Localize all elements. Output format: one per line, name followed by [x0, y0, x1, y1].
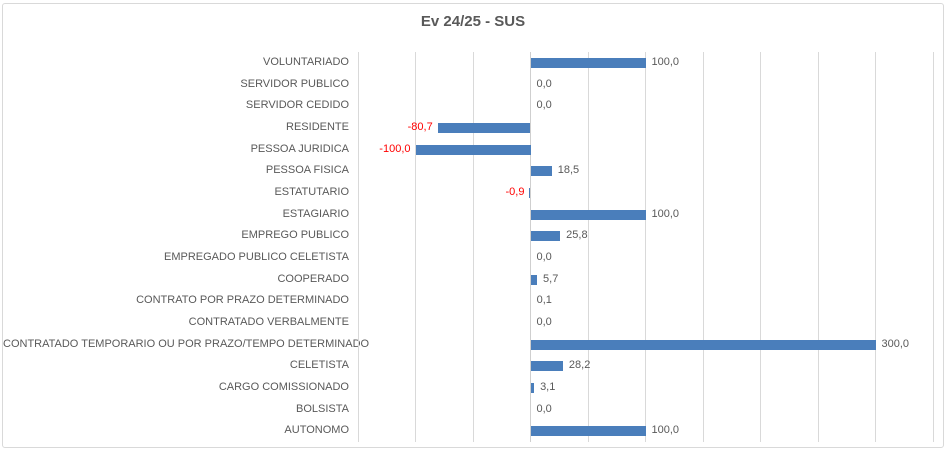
gridline	[702, 52, 704, 442]
category-label: PESSOA FISICA	[265, 164, 349, 177]
category-label: BOLSISTA	[296, 402, 349, 415]
category-label: CARGO COMISSIONADO	[218, 381, 349, 393]
gridline	[760, 52, 761, 442]
zero-axis-line	[530, 52, 531, 442]
category-label: CONTRATO POR PRAZO DETERMINADO	[136, 294, 349, 307]
bar	[437, 122, 531, 133]
category-label: VOLUNTARIADO	[263, 56, 349, 68]
gridline	[357, 52, 359, 442]
category-label: ESTAGIARIO	[282, 207, 349, 220]
data-label: -80,7	[407, 121, 433, 133]
data-label: -0,9	[505, 186, 525, 198]
gridline	[817, 52, 819, 442]
category-axis: VOLUNTARIADO SERVIDOR PUBLICO SERVIDOR CED…	[3, 52, 370, 442]
gridline	[875, 52, 876, 442]
chart-title: Ev 24/25 - SUS	[420, 13, 526, 30]
category-label: COOPERADO	[277, 272, 349, 285]
data-label: 100,0	[651, 207, 680, 220]
category-label: SERVIDOR CEDIDO	[245, 99, 349, 112]
category-label: CONTRATADO TEMPORARIO OU POR PRAZO/TEMPO…	[3, 337, 370, 350]
data-label: 0,0	[536, 77, 552, 90]
data-label: 5,7	[543, 272, 559, 285]
data-label: 100,0	[651, 424, 680, 437]
bar	[530, 361, 563, 372]
bar	[530, 57, 646, 68]
bar	[530, 209, 646, 220]
data-label: 3,1	[540, 381, 556, 393]
bar	[530, 274, 538, 285]
data-label: 300,0	[881, 337, 910, 350]
bar	[415, 144, 531, 155]
gridline	[415, 52, 416, 442]
category-label: EMPREGADO PUBLICO CELETISTA	[163, 251, 349, 263]
data-label: 0,1	[536, 294, 552, 307]
gridline	[587, 52, 589, 442]
data-label: 28,2	[568, 359, 591, 372]
category-label: SERVIDOR PUBLICO	[240, 77, 349, 90]
category-label: EMPREGO PUBLICO	[241, 229, 349, 242]
data-label: 100,0	[651, 56, 680, 68]
category-label: ESTATUTARIO	[274, 186, 349, 198]
bar	[530, 339, 876, 350]
category-label: CONTRATADO VERBALMENTE	[188, 316, 349, 328]
bar	[530, 231, 561, 242]
gridline	[932, 52, 934, 442]
gridline	[472, 52, 474, 442]
bar	[530, 382, 535, 393]
category-label: RESIDENTE	[286, 121, 349, 133]
category-label: AUTONOMO	[284, 424, 349, 437]
bar	[529, 187, 531, 198]
bar	[530, 166, 552, 177]
chart-container: Ev 24/25 - SUS VOLUNTARIADO SERVIDOR PUBL…	[2, 3, 944, 448]
data-label: 0,0	[536, 99, 552, 112]
data-label: 18,5	[557, 164, 580, 177]
gridline	[645, 52, 646, 442]
category-label: PESSOA JURIDICA	[250, 142, 349, 155]
data-label: 0,0	[536, 402, 552, 415]
data-label: -100,0	[379, 142, 411, 155]
plot-area: 100,0 0,0 0,0 -80,7 -100,0 18,5 -0,9 100,0 25,8 0…	[357, 52, 934, 442]
category-label: CELETISTA	[289, 359, 349, 372]
data-label: 0,0	[536, 251, 552, 263]
data-label: 25,8	[566, 229, 588, 242]
bar	[530, 426, 646, 437]
data-label: 0,0	[536, 316, 552, 328]
